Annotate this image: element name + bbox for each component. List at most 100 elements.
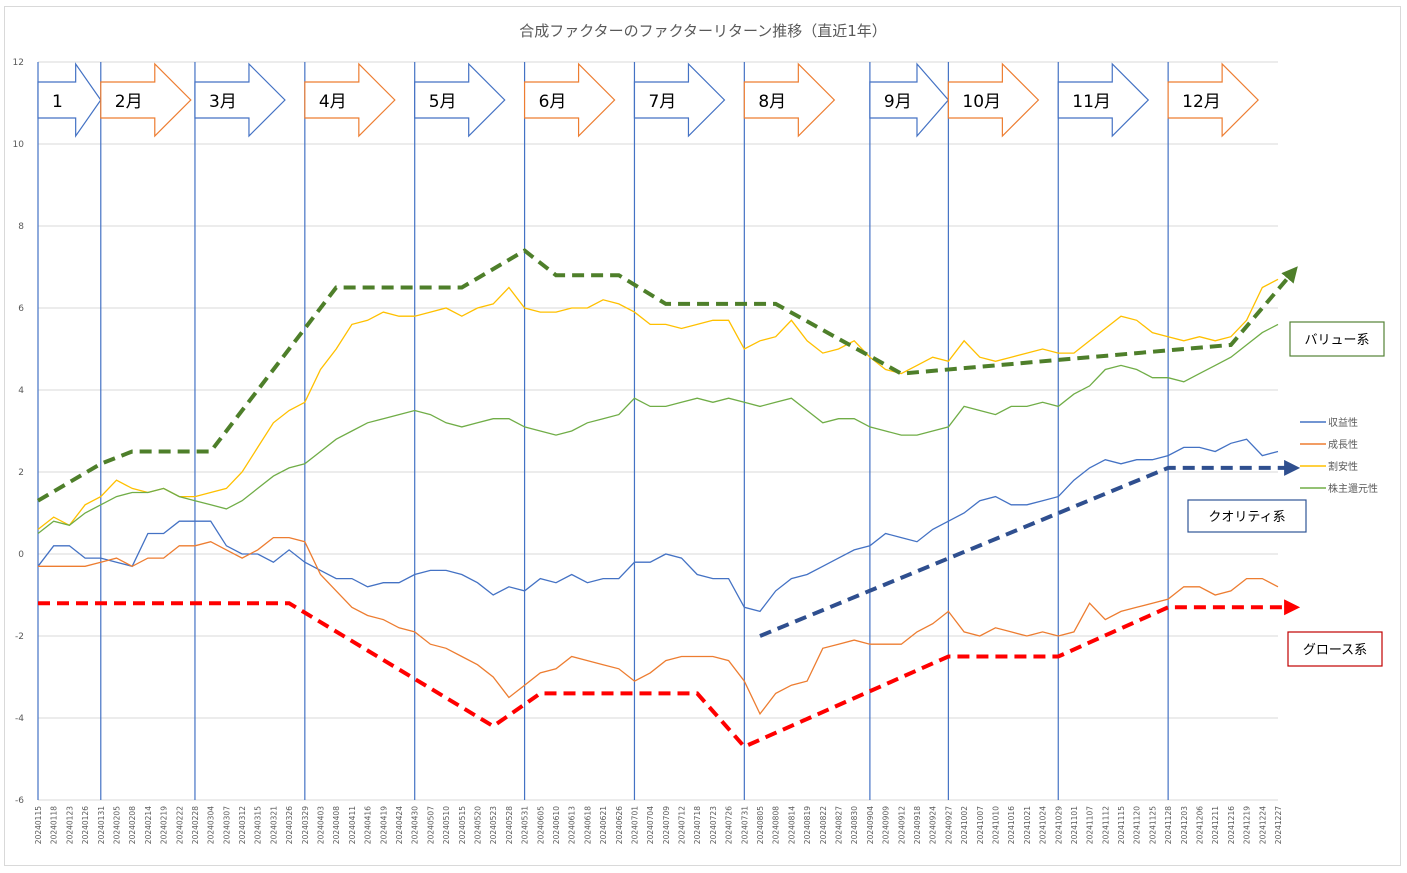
month-arrow-1 [37,62,102,138]
month-arrow-6 [523,62,616,138]
x-tick: 20241120 [1133,806,1142,844]
x-tick: 20240315 [254,806,263,844]
x-tick: 20240205 [112,806,121,844]
series-line-2 [38,536,1279,716]
month-arrow-5 [414,62,506,138]
x-tick: 20240726 [725,806,734,844]
x-tick: 20240118 [50,806,59,844]
series-line-1 [37,438,1279,613]
x-tick: 20240723 [709,806,718,844]
x-tick: 20241227 [1274,806,1283,844]
x-tick: 20240115 [34,806,43,844]
x-tick: 20240924 [929,806,938,844]
x-tick: 20240731 [740,806,749,844]
legend-label-2: 成長性 [1328,438,1358,451]
y-tick-0: 0 [18,550,24,560]
x-tick: 20241024 [1039,806,1048,844]
x-tick: 20240329 [301,806,310,844]
quality-trend-arrow [759,459,1301,638]
x-tick: 20240507 [426,806,435,844]
month-arrow-10 [947,62,1040,138]
x-tick: 20240123 [65,806,74,844]
x-tick: 20240510 [442,806,451,844]
x-tick: 20240704 [646,806,655,844]
x-tick: 20240403 [317,806,326,844]
x-tick: 20240912 [897,806,906,844]
growth-trend-arrow [38,599,1301,750]
x-tick: 20240701 [630,806,639,844]
x-tick: 20241007 [976,806,985,844]
x-tick: 20240304 [207,806,216,844]
x-tick: 20240927 [944,806,953,844]
legend-label-3: 割安性 [1328,460,1358,473]
y-tick-2: 2 [18,468,24,478]
x-tick: 20240909 [882,806,891,844]
x-tick: 20240219 [160,806,169,844]
x-tick: 20240312 [238,806,247,844]
x-tick: 20240408 [332,806,341,844]
x-tick: 20240131 [97,806,106,844]
x-tick: 20240814 [787,806,796,844]
x-tick: 20240712 [678,806,687,844]
month-label-8: 8月 [758,92,786,112]
value-tag: バリュー系 [1304,333,1369,348]
x-tick: 20240808 [772,806,781,844]
x-tick: 20240621 [599,806,608,844]
quality-tag-box [1187,499,1307,533]
x-tick: 20240618 [583,806,592,844]
y-tick-8: 8 [18,222,24,232]
x-tick: 20240827 [835,806,844,844]
x-tick: 20240208 [128,806,137,844]
x-tick: 20240321 [269,806,278,844]
month-arrow-4 [304,62,396,138]
y-tick--2: -2 [15,632,24,642]
x-tick: 20240307 [222,806,231,844]
month-arrow-12 [1167,62,1259,138]
x-tick: 20240528 [505,806,514,844]
month-arrow-9 [869,62,950,138]
x-tick: 20240531 [521,806,530,844]
x-tick: 20241224 [1258,806,1267,844]
month-label-10: 10月 [962,92,1001,112]
growth-tag: グロース系 [1303,643,1367,658]
x-tick: 20240515 [458,806,467,844]
month-label-6: 6月 [539,92,567,112]
x-tick: 20241029 [1054,806,1063,844]
x-tick: 20241211 [1211,806,1220,844]
x-tick: 20241010 [991,806,1000,844]
x-tick: 20240718 [693,806,702,844]
month-label-2: 2月 [115,92,143,112]
value-tag-box [1289,321,1385,357]
x-tick: 20241219 [1243,806,1252,844]
x-tick: 20240222 [175,806,184,844]
x-tick: 20241002 [960,806,969,844]
month-label-12: 12月 [1182,92,1221,112]
chart-title: 合成ファクターのファクターリターン推移（直近1年） [519,22,887,40]
y-tick--4: -4 [15,714,24,724]
x-tick: 20240214 [144,806,153,844]
y-tick--6: -6 [15,796,24,806]
x-tick: 20241125 [1148,806,1157,844]
quality-tag: クオリティ系 [1208,510,1285,525]
month-arrow-8 [743,62,836,138]
growth-tag-box [1287,631,1383,667]
month-arrow-7 [633,62,726,138]
x-tick: 20240326 [285,806,294,844]
month-label-3: 3月 [209,92,237,112]
month-label-9: 9月 [884,92,912,112]
x-tick: 20240523 [489,806,498,844]
month-label-11: 11月 [1072,92,1111,112]
legend-label-1: 収益性 [1328,416,1358,429]
x-tick: 20240830 [850,806,859,844]
x-tick: 20240126 [81,806,90,844]
legend-label-4: 株主還元性 [1328,482,1378,495]
x-tick: 20240709 [662,806,671,844]
x-tick: 20240419 [379,806,388,844]
x-tick: 20240904 [866,806,875,844]
x-tick: 20241107 [1086,806,1095,844]
y-tick-12: 12 [13,58,24,68]
month-label-4: 4月 [319,92,347,112]
x-tick: 20241016 [1007,806,1016,844]
x-tick: 20240819 [803,806,812,844]
